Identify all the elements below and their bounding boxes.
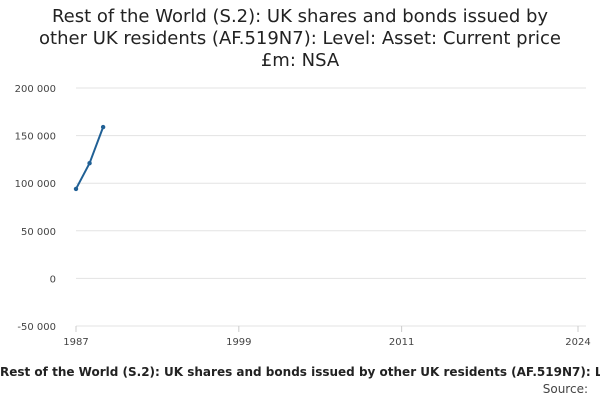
x-tick-label: 1987 — [63, 337, 88, 348]
series-group — [73, 124, 106, 192]
series-line — [75, 126, 105, 190]
data-point[interactable] — [73, 186, 79, 192]
y-tick-label: 150 000 — [15, 132, 56, 143]
data-point[interactable] — [100, 124, 106, 130]
y-tick-label: -50 000 — [17, 322, 56, 333]
y-tick-label: 200 000 — [15, 84, 56, 95]
y-axis: 200 000 150 000 100 000 50 000 0 -50 000 — [15, 84, 56, 333]
y-tick-label: 0 — [50, 274, 56, 285]
x-tick-label: 1999 — [226, 337, 251, 348]
y-tick-label: 100 000 — [15, 179, 56, 190]
x-tick-label: 2024 — [565, 337, 590, 348]
x-axis: 1987 1999 2011 2024 — [63, 326, 591, 348]
gridlines — [76, 87, 586, 327]
legend-label: Rest of the World (S.2): UK shares and b… — [0, 365, 600, 379]
x-tick-label: 2011 — [389, 337, 414, 348]
chart-title: Rest of the World (S.2): UK shares and b… — [39, 6, 561, 71]
data-point[interactable] — [87, 161, 92, 166]
source-label: Source: — [542, 382, 588, 396]
legend: Rest of the World (S.2): UK shares and b… — [0, 365, 600, 383]
y-tick-label: 50 000 — [21, 227, 56, 238]
